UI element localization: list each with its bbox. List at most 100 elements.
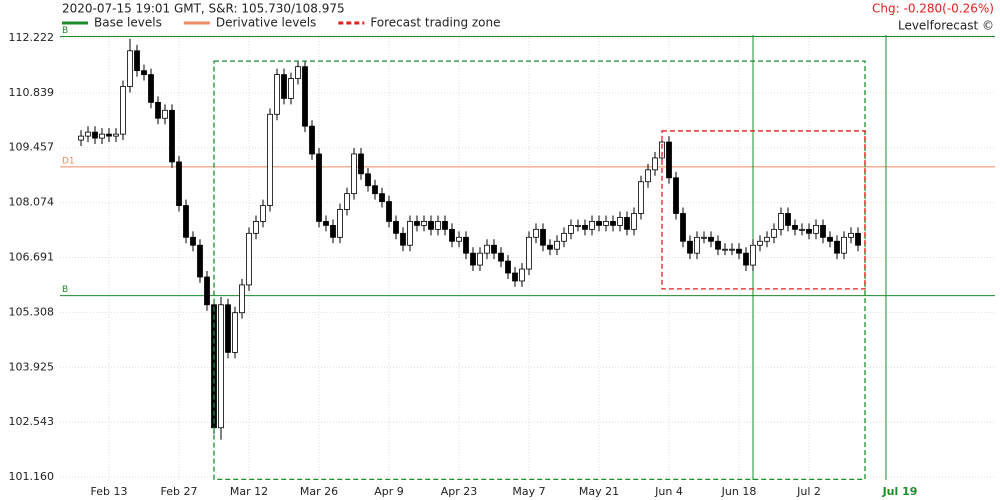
candle-body xyxy=(456,236,462,242)
candle-body xyxy=(533,228,539,238)
candle-body xyxy=(680,213,686,242)
legend-label: Derivative levels xyxy=(216,16,316,30)
candle-body xyxy=(813,224,819,234)
candle-body xyxy=(253,221,259,234)
candle-body xyxy=(645,169,651,183)
x-tick-label: Apr 23 xyxy=(441,485,478,498)
candle-body xyxy=(477,252,483,266)
candle-body xyxy=(435,221,441,230)
trading-zone xyxy=(661,130,866,290)
candle-body xyxy=(92,131,98,139)
candle-body xyxy=(736,248,742,254)
x-tick-label: Jul 2 xyxy=(796,485,821,498)
candle-body xyxy=(344,193,350,210)
candle-body xyxy=(155,101,161,119)
candle-body xyxy=(239,284,245,314)
y-tick-label: 110.839 xyxy=(9,86,55,99)
candle-body xyxy=(323,221,329,226)
candle-body xyxy=(603,221,609,226)
candle-body xyxy=(505,260,511,274)
y-tick-label: 102.543 xyxy=(9,415,55,428)
candle-body xyxy=(561,232,567,242)
candle-body xyxy=(113,133,119,137)
candle-body xyxy=(484,244,490,254)
candle-body xyxy=(99,133,105,139)
candle-body xyxy=(148,74,154,103)
candle-body xyxy=(554,240,560,250)
candle-body xyxy=(78,135,84,141)
candle-body xyxy=(841,236,847,254)
candle-body xyxy=(141,70,147,76)
candle-body xyxy=(218,304,224,429)
candle-body xyxy=(694,236,700,254)
x-tick-label: Jun 18 xyxy=(721,485,757,498)
candle-body xyxy=(309,125,315,155)
level-label: B xyxy=(62,285,68,295)
candle-body xyxy=(540,228,546,246)
candle-body xyxy=(771,228,777,238)
candle-body xyxy=(127,50,133,87)
candle-body xyxy=(568,224,574,234)
candle-body xyxy=(400,232,406,246)
candle-body xyxy=(792,224,798,230)
candle-body xyxy=(708,236,714,242)
candle-body xyxy=(414,221,420,226)
candle-body xyxy=(666,141,672,179)
candle-body xyxy=(722,248,728,251)
candle-body xyxy=(393,221,399,234)
y-tick-label: 101.160 xyxy=(9,470,55,483)
candle-body xyxy=(827,236,833,242)
candle-body xyxy=(449,228,455,242)
candle-body xyxy=(295,66,301,79)
legend-label: Forecast trading zone xyxy=(370,16,500,30)
x-tick-label: Mar 26 xyxy=(300,485,338,498)
candle-body xyxy=(638,181,644,214)
candle-body xyxy=(330,224,336,238)
candle-body xyxy=(757,240,763,246)
candle-body xyxy=(246,232,252,286)
candle-body xyxy=(190,236,196,246)
y-tick-label: 105.308 xyxy=(9,305,55,318)
candle-body xyxy=(799,228,805,231)
level-label: B xyxy=(62,26,68,36)
candle-body xyxy=(631,213,637,230)
y-tick-label: 103.925 xyxy=(9,360,55,373)
candle-body xyxy=(85,131,91,137)
candle-body xyxy=(582,224,588,230)
x-tick-label: Jul 19 xyxy=(882,485,918,498)
y-tick-label: 108.074 xyxy=(9,196,55,209)
x-tick-label: May 7 xyxy=(512,485,545,498)
legend-label: Base levels xyxy=(94,16,162,30)
candle-body xyxy=(260,205,266,222)
candle-body xyxy=(652,157,658,171)
candle-body xyxy=(106,133,112,137)
candle-body xyxy=(596,221,602,226)
candle-body xyxy=(589,221,595,230)
candle-body xyxy=(267,113,273,206)
change: Chg: -0.280(-0.26%) xyxy=(872,2,994,16)
candle-body xyxy=(169,109,175,163)
candle-body xyxy=(778,213,784,230)
candle-body xyxy=(463,236,469,254)
candle-body xyxy=(351,153,357,195)
candle-body xyxy=(225,304,231,353)
candle-body xyxy=(288,78,294,99)
candle-body xyxy=(547,244,553,250)
candle-body xyxy=(365,173,371,187)
candle-body xyxy=(673,177,679,214)
candle-body xyxy=(820,224,826,238)
candle-body xyxy=(134,50,140,72)
y-tick-label: 112.222 xyxy=(9,31,55,44)
candle-body xyxy=(519,268,525,282)
x-tick-label: Feb 27 xyxy=(161,485,198,498)
level-label: D1 xyxy=(62,156,75,166)
candle-body xyxy=(617,217,623,226)
candle-body xyxy=(232,312,238,353)
candle-body xyxy=(512,272,518,282)
candle-body xyxy=(442,221,448,230)
candle-body xyxy=(715,240,721,250)
y-tick-label: 109.457 xyxy=(9,141,55,154)
trading-zone xyxy=(213,60,866,481)
candle-body xyxy=(806,228,812,234)
candle-body xyxy=(764,236,770,242)
